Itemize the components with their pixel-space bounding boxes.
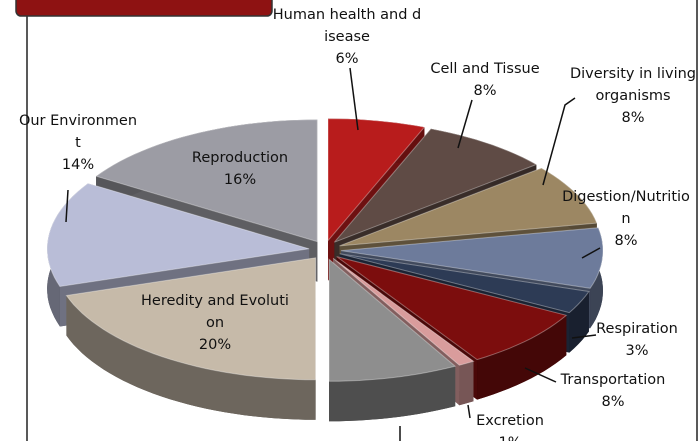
leader-line [457, 99, 473, 149]
leader-line [467, 404, 471, 419]
slice [334, 128, 538, 243]
category-label: Our Environment [18, 113, 138, 151]
leader-line [571, 334, 597, 339]
value-label: 8% [473, 83, 497, 99]
category-label: Human health and disease [272, 7, 422, 45]
data-label: Reproduction 16% [170, 147, 310, 191]
category-label: Reproduction [191, 150, 289, 166]
data-label: Respiration 3% [582, 318, 692, 362]
value-label: 1% [450, 432, 570, 441]
slice-side [66, 295, 316, 420]
value-label: 8% [601, 394, 625, 410]
slice [65, 257, 317, 381]
slice [94, 119, 318, 243]
value-label: 20% [198, 337, 232, 353]
data-label: Digestion/Nutrition 8% [562, 186, 690, 252]
leader-line [524, 367, 557, 383]
value-label: 16% [223, 172, 257, 188]
slice [339, 167, 598, 247]
slice [332, 257, 475, 366]
data-label: Excretion 1% [450, 410, 570, 441]
data-label: Our Environment 14% [18, 110, 138, 176]
data-label: Cell and Tissue 8% [420, 58, 550, 102]
pie [46, 118, 604, 422]
data-label: Diversity in living organisms 8% [568, 63, 698, 129]
leader-line [349, 67, 359, 131]
slice [340, 227, 604, 289]
value-label: 8% [614, 233, 638, 249]
data-label: Transportation 8% [548, 369, 678, 413]
category-label: Digestion/Nutrition [562, 189, 690, 227]
value-label: 3% [625, 343, 649, 359]
slice [339, 253, 590, 314]
leader-lines [65, 67, 601, 441]
value-label: 8% [621, 110, 645, 126]
slice [46, 182, 310, 288]
category-label: Cell and Tissue [430, 61, 540, 77]
title-box [15, 0, 273, 17]
value-label: 14% [61, 157, 95, 173]
category-label: Excretion [476, 413, 544, 429]
leader-line [542, 97, 576, 186]
data-label: Human health and disease 6% [272, 4, 422, 70]
slice [328, 258, 457, 382]
category-label: Respiration [596, 321, 678, 337]
data-label: Heredity and Evolution 20% [140, 290, 290, 356]
category-label: Diversity in living organisms [569, 66, 696, 104]
value-label: 6% [335, 51, 359, 67]
slice-side [329, 366, 456, 422]
category-label: Heredity and Evolution [141, 293, 289, 331]
leader-line [581, 247, 601, 259]
leader-line [65, 189, 69, 223]
slice [336, 256, 568, 361]
category-label: Transportation [560, 372, 666, 388]
slice-side [459, 361, 474, 406]
slice [327, 118, 426, 242]
slice-side [477, 315, 567, 400]
